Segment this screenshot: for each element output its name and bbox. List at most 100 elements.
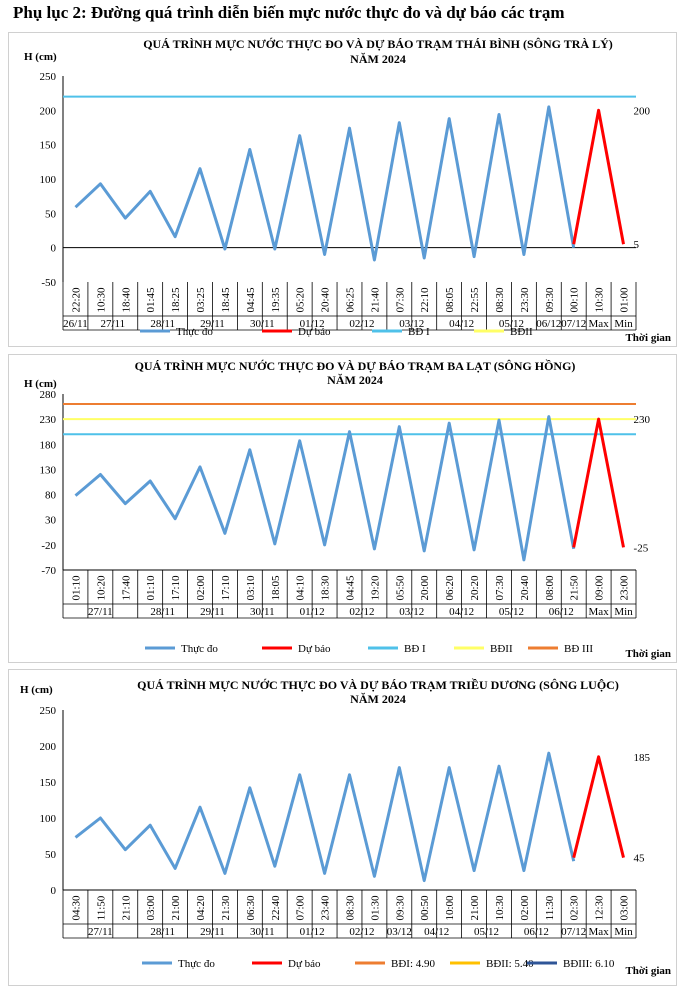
- chart-subtitle: NĂM 2024: [350, 692, 406, 706]
- y-axis-label: H (cm): [24, 378, 57, 390]
- x-time-label: 10:20: [95, 575, 107, 601]
- x-time-label: 10:30: [594, 287, 606, 313]
- y-tick-label: 130: [40, 464, 57, 476]
- x-grid: [62, 76, 637, 331]
- x-time-label: 04:10: [295, 575, 307, 601]
- y-tick-label: 50: [45, 208, 57, 220]
- x-time-label: 22:40: [270, 895, 282, 921]
- y-tick-label: 250: [40, 71, 57, 83]
- x-time-label: 22:55: [469, 287, 481, 313]
- legend-label: BĐ I: [404, 643, 426, 655]
- legend: Thực đo Dự báo BĐI: 4.90 BĐII: 5.40 BĐIII: 6…: [142, 958, 615, 970]
- observed-series-line: [74, 105, 576, 262]
- legend-label: BĐII: 5.40: [486, 958, 534, 970]
- x-time-label: 01:45: [145, 287, 157, 313]
- y-tick-label: -20: [41, 540, 56, 552]
- x-time-label: 05:20: [295, 287, 307, 313]
- x-time-label: 03:00: [145, 895, 157, 921]
- x-time-label: 18:25: [170, 287, 182, 313]
- x-date-label: 30/11: [250, 318, 275, 330]
- x-date-label: Max: [589, 926, 610, 938]
- x-axis-label: Thời gian: [625, 648, 671, 660]
- x-time-label: 23:00: [619, 575, 631, 601]
- x-time-label: 17:10: [220, 575, 232, 601]
- y-ticks: 250 200 150 100 50 0 -50: [40, 71, 57, 289]
- chart-title: QUÁ TRÌNH MỰC NƯỚC THỰC ĐO VÀ DỰ BÁO TRẠ…: [135, 358, 576, 373]
- forecast-labels: 230 -25: [634, 414, 651, 554]
- y-tick-label: 200: [40, 105, 57, 117]
- y-tick-label: 0: [51, 243, 57, 255]
- x-time-label: 11:50: [95, 895, 107, 920]
- x-time-label: 21:00: [469, 895, 481, 921]
- x-date-label: 29/11: [200, 318, 225, 330]
- y-tick-label: 250: [40, 705, 57, 717]
- x-time-label: 20:00: [419, 575, 431, 601]
- y-tick-label: 150: [40, 140, 57, 152]
- legend-label: BĐIII: 6.10: [563, 958, 615, 970]
- series: [74, 105, 625, 262]
- x-date-label: 29/11: [200, 606, 225, 618]
- y-tick-label: 80: [45, 490, 57, 502]
- x-date-label: Min: [614, 926, 633, 938]
- x-date-label: 27/11: [88, 926, 113, 938]
- x-date-label: 04/12: [449, 318, 474, 330]
- x-time-label: 22:10: [419, 287, 431, 313]
- observed-series-line: [74, 415, 576, 562]
- x-date-label: 05/12: [499, 318, 524, 330]
- y-tick-label: 180: [40, 439, 57, 451]
- x-time-label: 08:05: [444, 287, 456, 313]
- legend: Thực đo Dự báo BĐ I BĐII: [140, 326, 533, 338]
- x-date-label: 30/11: [250, 926, 275, 938]
- x-date-label: 06/12: [549, 606, 574, 618]
- forecast-min-label: 5: [634, 239, 640, 251]
- chart-title: QUÁ TRÌNH MỰC NƯỚC THỰC ĐO VÀ DỰ BÁO TRẠ…: [143, 37, 613, 51]
- x-date-label: 27/11: [88, 606, 113, 618]
- x-time-label: 08:30: [345, 895, 357, 921]
- x-date-label: 28/11: [150, 926, 175, 938]
- x-time-label: 20:40: [320, 287, 332, 313]
- x-time-label: 01:10: [70, 575, 82, 601]
- y-tick-label: -50: [41, 277, 56, 289]
- y-tick-label: 100: [40, 174, 57, 186]
- x-time-label: 04:30: [70, 895, 82, 921]
- forecast-max-label: 230: [634, 414, 651, 426]
- x-time-label: 01:10: [145, 575, 157, 601]
- x-time-label: 03:25: [195, 287, 207, 313]
- x-time-label: 08:30: [494, 287, 506, 313]
- x-date-label: 04/12: [424, 926, 449, 938]
- x-time-label: 11:30: [544, 895, 556, 920]
- x-time-label: 12:30: [594, 895, 606, 921]
- legend: Thực đo Dự báo BĐ I BĐII BĐ III: [145, 643, 593, 655]
- x-time-label: 06:25: [345, 287, 357, 313]
- x-time-label: 10:00: [444, 895, 456, 921]
- x-time-label: 21:30: [220, 895, 232, 921]
- x-date-label: Min: [614, 606, 633, 618]
- x-date-label: 03/12: [399, 318, 424, 330]
- x-time-label: 21:00: [170, 895, 182, 921]
- x-date-label: 03/12: [387, 926, 412, 938]
- x-grid: [62, 394, 637, 619]
- series: [74, 751, 625, 883]
- x-time-label: 07:30: [494, 575, 506, 601]
- chart-subtitle: NĂM 2024: [327, 373, 383, 387]
- forecast-labels: 185 45: [634, 752, 651, 865]
- x-date-label: 06/12: [536, 318, 561, 330]
- y-tick-label: 100: [40, 813, 57, 825]
- x-time-label: 02:00: [195, 575, 207, 601]
- forecast-series-line: [572, 417, 625, 548]
- x-time-label: 00:50: [419, 895, 431, 921]
- y-tick-label: -70: [41, 565, 56, 577]
- y-tick-label: 150: [40, 777, 57, 789]
- forecast-series-line: [572, 755, 625, 858]
- forecast-min-label: 45: [634, 853, 646, 865]
- x-time-label: 17:10: [170, 575, 182, 601]
- x-date-label: 06/12: [524, 926, 549, 938]
- forecast-min-label: -25: [634, 542, 649, 554]
- chart-thai-binh: QUÁ TRÌNH MỰC NƯỚC THỰC ĐO VÀ DỰ BÁO TRẠ…: [8, 32, 677, 347]
- legend-label: BĐ I: [408, 326, 430, 338]
- chart-trieu-duong: QUÁ TRÌNH MỰC NƯỚC THỰC ĐO VÀ DỰ BÁO TRẠ…: [8, 669, 677, 986]
- x-axis-categories: 04:30 11:50 21:10 03:00 21:00 04:20 21:30 06:30…: [70, 895, 633, 938]
- x-time-label: 21:10: [120, 895, 132, 921]
- x-time-label: 21:50: [569, 575, 581, 601]
- x-date-label: Min: [614, 318, 633, 330]
